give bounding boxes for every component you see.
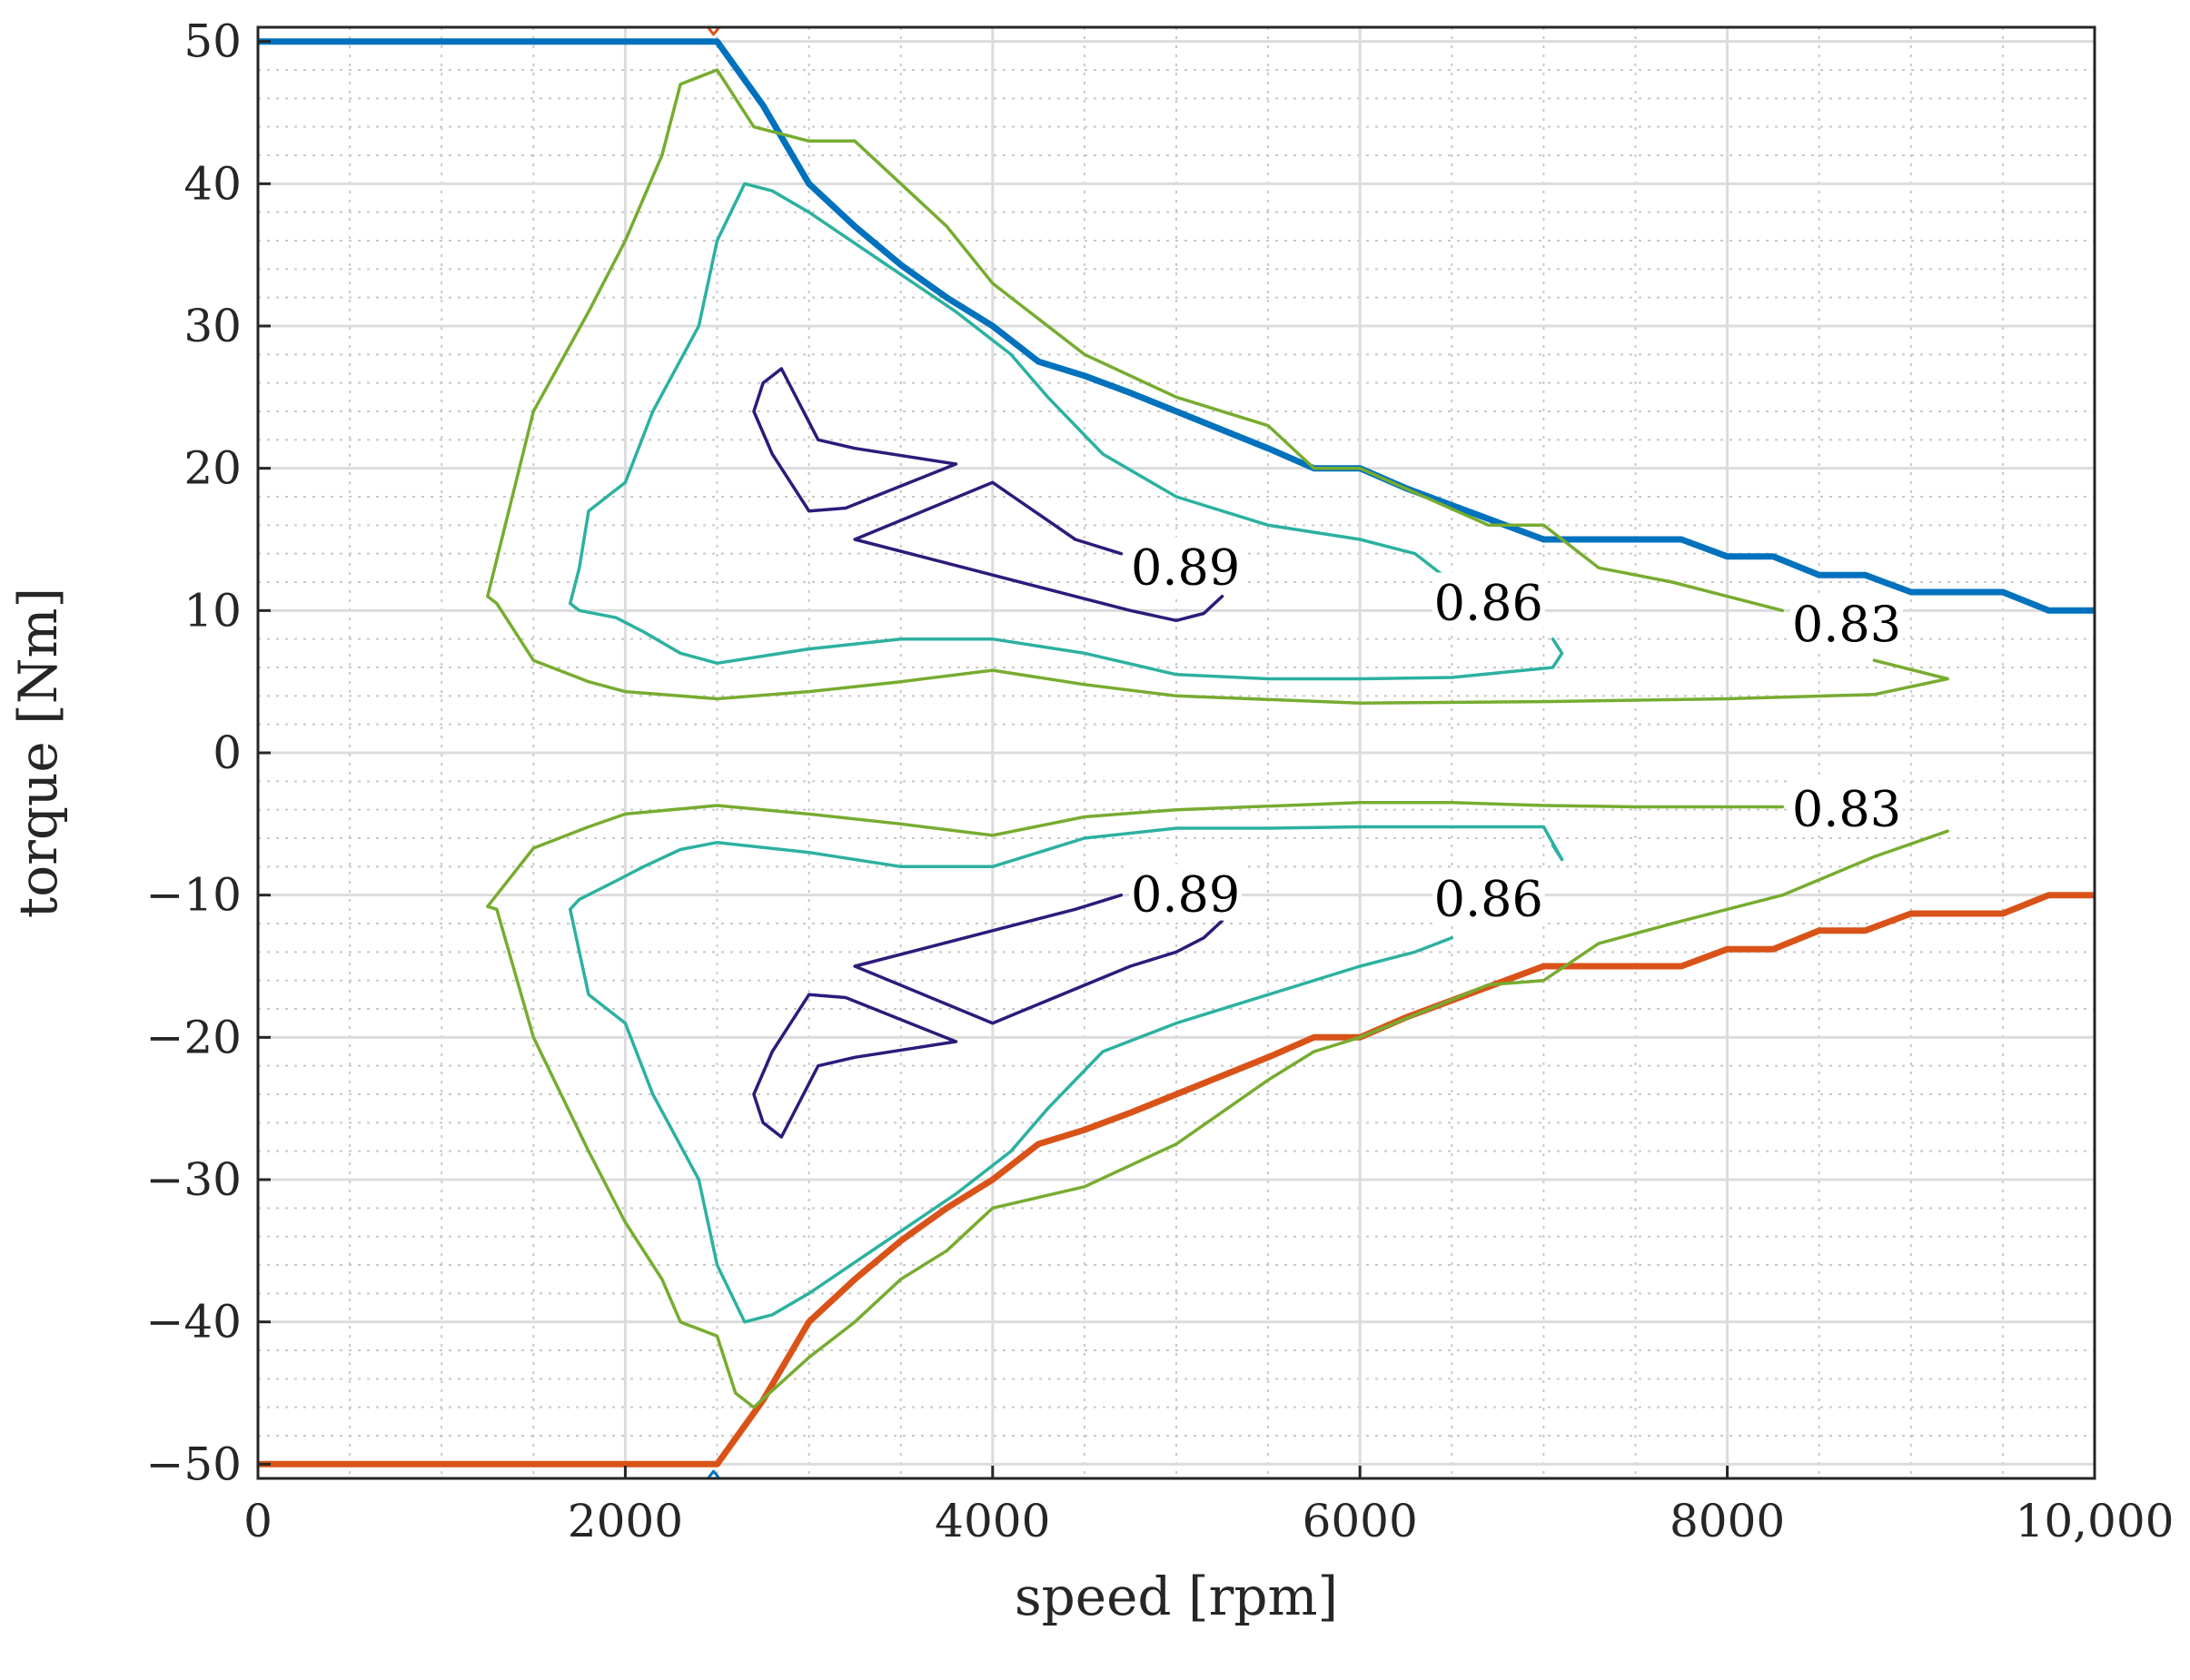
y-tick-labels: 50 40 30 20 10 0 −10 −20 −30 −40 −50 [145, 15, 271, 1490]
series-efficiency-0-86-generating [568, 825, 1564, 1324]
contour-label: 0.83 [1792, 596, 1901, 653]
contour-label-background [1129, 537, 1243, 594]
series-bottom-left-artifact [706, 1469, 720, 1480]
contour-labels: 0.89 0.86 0.83 0.83 0.89 0.86 [1129, 537, 1904, 927]
y-tick-label: −40 [145, 1296, 242, 1349]
series-efficiency-0-89-motoring [853, 480, 1224, 623]
contour-label-background [1790, 778, 1904, 835]
y-tick-label: −50 [145, 1438, 242, 1490]
y-tick-label: 0 [213, 726, 242, 779]
x-tick-labels: 0 2000 4000 6000 8000 10,000 [243, 1466, 2174, 1547]
grid [256, 27, 2096, 1478]
series-efficiency-0-89-motoring-inner [752, 367, 958, 513]
series-efficiency-0-89-generating [853, 893, 1224, 1025]
series-efficiency-0-89-generating-inner [752, 993, 958, 1139]
x-tick-label: 4000 [935, 1495, 1050, 1547]
contour-label-background [1432, 572, 1545, 629]
contour-label-background [1129, 864, 1243, 921]
x-axis-label: speed [rpm] [1015, 1566, 1338, 1627]
contour-label: 0.89 [1131, 866, 1240, 924]
plot-series [258, 25, 2095, 1480]
contour-label: 0.83 [1792, 781, 1901, 838]
y-tick-label: 50 [183, 15, 242, 68]
contour-label: 0.89 [1131, 539, 1240, 596]
contour-label: 0.86 [1434, 575, 1543, 632]
y-axis-label: torque [Nm] [7, 588, 69, 918]
x-tick-label: 0 [243, 1495, 273, 1547]
y-tick-label: −30 [145, 1153, 242, 1206]
series-efficiency-0-83-motoring [486, 68, 1949, 705]
contour-label-background [1432, 868, 1545, 925]
contour-label-background [1790, 594, 1904, 650]
y-tick-label: −10 [145, 869, 242, 922]
y-tick-label: 20 [183, 442, 242, 495]
series-top-left-artifact [706, 25, 720, 36]
y-tick-label: 10 [183, 584, 242, 637]
x-tick-label: 8000 [1670, 1495, 1785, 1547]
series-efficiency-0-86-motoring [568, 182, 1564, 681]
series-efficiency-0-83-generating [486, 801, 1949, 1409]
x-tick-label: 6000 [1303, 1495, 1418, 1547]
y-tick-label: 30 [183, 300, 242, 352]
y-tick-label: −20 [145, 1011, 242, 1063]
x-tick-label: 10,000 [2016, 1495, 2175, 1547]
y-tick-label: 40 [183, 157, 242, 210]
x-tick-label: 2000 [568, 1495, 683, 1547]
contour-label: 0.86 [1434, 870, 1543, 927]
